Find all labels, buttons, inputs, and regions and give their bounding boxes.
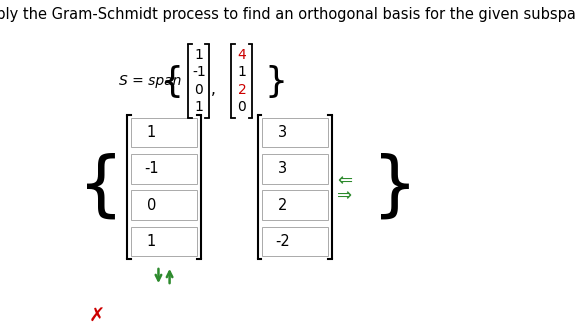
Text: 1: 1: [147, 125, 156, 140]
Text: S = span: S = span: [119, 74, 181, 88]
Text: 0: 0: [147, 198, 156, 213]
Text: $\}$: $\}$: [264, 63, 284, 99]
Bar: [262, 154, 328, 184]
Text: ⇒: ⇒: [337, 187, 352, 205]
Bar: [131, 227, 197, 256]
Text: -1: -1: [192, 65, 206, 79]
Text: ,: ,: [211, 82, 216, 96]
Text: -1: -1: [144, 161, 159, 176]
Text: 0: 0: [194, 83, 203, 97]
Bar: [131, 118, 197, 147]
Bar: [131, 190, 197, 220]
Text: 1: 1: [194, 100, 203, 114]
Text: 2: 2: [278, 198, 287, 213]
Text: 0: 0: [237, 100, 246, 114]
Text: 3: 3: [278, 161, 287, 176]
Text: ✗: ✗: [89, 307, 105, 325]
Text: 1: 1: [194, 48, 203, 62]
Text: Apply the Gram-Schmidt process to find an orthogonal basis for the given subspac: Apply the Gram-Schmidt process to find a…: [0, 7, 575, 22]
Text: -2: -2: [275, 234, 290, 249]
Text: $\{$: $\{$: [77, 152, 116, 222]
Text: 4: 4: [237, 48, 246, 62]
Text: 1: 1: [237, 65, 246, 79]
Text: $\{$: $\{$: [160, 63, 181, 99]
Bar: [262, 118, 328, 147]
Text: $\}$: $\}$: [371, 152, 409, 222]
Text: 1: 1: [147, 234, 156, 249]
Bar: [131, 154, 197, 184]
Text: 2: 2: [237, 83, 246, 97]
Bar: [262, 227, 328, 256]
Text: 3: 3: [278, 125, 287, 140]
Bar: [262, 190, 328, 220]
Text: ⇐: ⇐: [337, 172, 352, 190]
